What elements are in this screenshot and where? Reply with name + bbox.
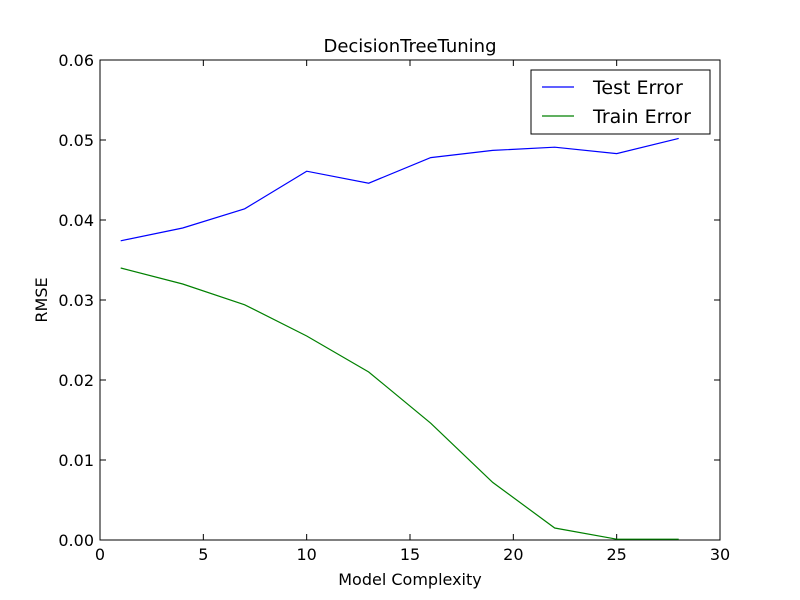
x-tick-label: 5 (198, 545, 208, 564)
legend-label: Train Error (592, 106, 691, 128)
y-tick-label: 0.03 (58, 291, 94, 310)
x-axis-label: Model Complexity (338, 570, 482, 589)
y-tick-label: 0.04 (58, 211, 94, 230)
x-tick-label: 0 (95, 545, 105, 564)
y-tick-label: 0.01 (58, 451, 94, 470)
x-tick-label: 30 (710, 545, 730, 564)
legend-box (530, 69, 711, 135)
y-tick-label: 0.00 (58, 531, 94, 550)
x-tick-label: 15 (400, 545, 420, 564)
y-tick-label: 0.06 (58, 51, 94, 70)
x-tick-label: 25 (606, 545, 626, 564)
legend: Test Error Train Error (530, 69, 711, 135)
legend-label: Test Error (592, 77, 683, 99)
series-line-train-error (120, 267, 679, 540)
series-line-test-error (120, 137, 679, 242)
y-axis-label: RMSE (32, 277, 51, 322)
series-layer (120, 137, 679, 540)
x-tick-label: 20 (503, 545, 523, 564)
x-tick-label: 10 (296, 545, 316, 564)
chart-title: DecisionTreeTuning (323, 36, 496, 57)
x-axis-ticks: 0 5 10 15 20 25 30 (95, 60, 730, 564)
y-tick-label: 0.05 (58, 131, 94, 150)
y-tick-label: 0.02 (58, 371, 94, 390)
y-axis-ticks: 0.00 0.01 0.02 0.03 0.04 0.05 0.06 (58, 51, 720, 550)
